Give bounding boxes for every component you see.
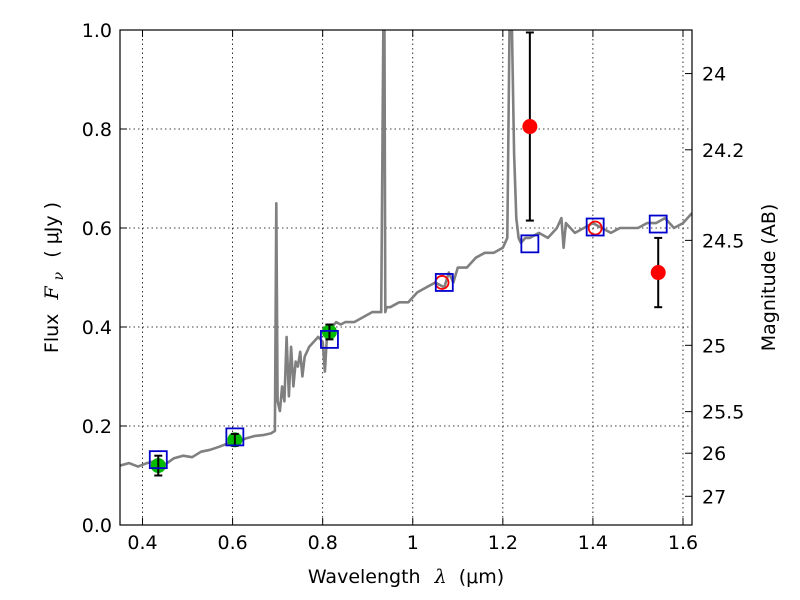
x-axis-label-text: Wavelength — [308, 566, 421, 588]
model-magnitude-square — [520, 234, 540, 254]
y-tick-label: 0.8 — [82, 119, 112, 141]
x-axis-label-symbol: λ — [434, 566, 447, 588]
y-tick-label: 0.2 — [82, 416, 112, 438]
model-magnitude-square — [148, 450, 168, 470]
axis-ticks: 0.4 0.6 0.8 1 1.2 1.4 1.6 0.0 0.2 0.4 0.6 0.8 1.0 24 2… — [82, 20, 745, 554]
y-axis-label-symbol: F — [41, 286, 63, 301]
y2-tick-label: 25 — [702, 335, 726, 357]
y2-tick-label: 25.5 — [702, 402, 744, 424]
x-tick-label: 1.4 — [578, 532, 608, 554]
open-point — [587, 220, 603, 236]
y2-tick-label: 24 — [702, 64, 726, 86]
y2-axis-label: Magnitude (AB) — [758, 204, 780, 352]
plot-frame — [119, 29, 693, 526]
model-magnitude-square — [434, 273, 454, 292]
upper-limit-point — [650, 265, 666, 281]
x-tick-label: 1.2 — [488, 532, 518, 554]
y-tick-label: 0.6 — [82, 218, 112, 240]
y-tick-label: 0.0 — [82, 515, 112, 537]
x-tick-label: 0.4 — [127, 532, 157, 554]
x-axis-label: Wavelength λ (μm) — [308, 566, 504, 588]
y-axis-label-text: Flux — [41, 314, 63, 354]
upper-limit-point — [522, 119, 538, 135]
model-magnitude-square — [648, 214, 668, 234]
model-magnitude-square — [585, 217, 605, 237]
y-axis-label-subscript: ν — [51, 271, 67, 280]
y2-tick-label: 24.5 — [702, 230, 744, 252]
y-tick-label: 0.4 — [82, 317, 112, 339]
spectrum-line — [120, 30, 692, 468]
x-tick-label: 0.8 — [308, 532, 338, 554]
model-magnitude-square — [225, 427, 245, 447]
x-tick-label: 1.6 — [668, 532, 698, 554]
plot-area — [120, 30, 692, 477]
y-axis-label: Flux F ν ( μJy ) — [41, 202, 68, 353]
y2-tick-label: 27 — [702, 486, 726, 508]
model-magnitude-square — [320, 329, 339, 349]
y-axis-label-units: ( μJy ) — [41, 202, 63, 258]
y-tick-label: 1.0 — [82, 20, 112, 42]
x-axis-label-units: (μm) — [459, 566, 504, 588]
x-tick-label: 1 — [407, 532, 419, 554]
y2-tick-label: 26 — [702, 443, 726, 465]
y2-tick-label: 24.2 — [702, 140, 744, 162]
x-tick-label: 0.6 — [217, 532, 247, 554]
